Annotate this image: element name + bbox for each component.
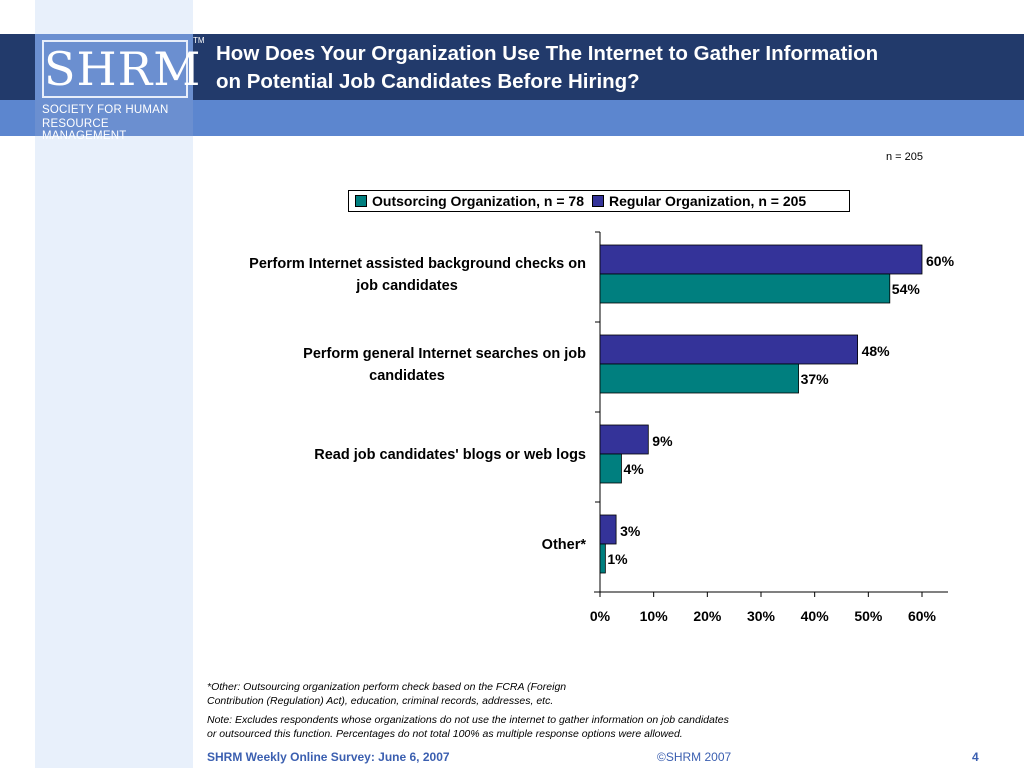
legend-swatch-regular xyxy=(591,195,604,207)
data-label-regular: 48% xyxy=(862,343,891,359)
logo-tagline-1: SOCIETY FOR HUMAN xyxy=(42,104,169,116)
bar-regular xyxy=(599,424,649,455)
category-label: Other* xyxy=(542,537,587,553)
category-label: candidates xyxy=(369,368,445,384)
slide-title-line-1: How Does Your Organization Use The Inter… xyxy=(216,42,879,65)
footnote-note-line-1: Note: Excludes respondents whose organiz… xyxy=(207,714,729,726)
data-label-regular: 9% xyxy=(652,433,673,449)
category-label: Perform Internet assisted background che… xyxy=(249,256,586,272)
bar-regular xyxy=(599,244,923,275)
data-label-outsourcing: 37% xyxy=(801,371,830,387)
x-tick-label: 0% xyxy=(590,608,611,624)
footnote-note: Note: Excludes respondents whose organiz… xyxy=(207,714,827,741)
data-label-regular: 3% xyxy=(620,523,641,539)
bar-outsourcing xyxy=(599,543,606,574)
logo-trademark: TM xyxy=(193,36,205,45)
footnote-other-line-1: *Other: Outsourcing organization perform… xyxy=(207,681,567,693)
legend-item-regular: Regular Organization, n = 205 xyxy=(591,193,807,209)
x-tick-label: 30% xyxy=(747,608,776,624)
bar-regular xyxy=(599,514,617,545)
legend-swatch-outsourcing xyxy=(355,195,367,207)
data-label-regular: 60% xyxy=(926,253,955,269)
data-label-outsourcing: 54% xyxy=(892,281,921,297)
shrm-logo: SHRM TM SOCIETY FOR HUMAN RESOURCE MANAG… xyxy=(35,34,205,142)
slide-title-line-2: on Potential Job Candidates Before Hirin… xyxy=(216,70,640,93)
x-tick-label: 20% xyxy=(693,608,722,624)
legend-label-outsourcing: Outsorcing Organization, n = 78 xyxy=(372,193,584,209)
sample-size-label: n = 205 xyxy=(886,151,924,163)
x-tick-label: 10% xyxy=(640,608,669,624)
x-tick-label: 50% xyxy=(854,608,883,624)
footnote-other: *Other: Outsourcing organization perform… xyxy=(207,681,807,708)
bar-outsourcing xyxy=(599,273,891,304)
legend-item-outsourcing: Outsorcing Organization, n = 78 xyxy=(355,193,584,209)
logo-wordmark: SHRM xyxy=(42,40,202,98)
footnote-other-line-2: Contribution (Regulation) Act), educatio… xyxy=(207,694,554,707)
data-label-outsourcing: 1% xyxy=(607,551,628,567)
category-label: job candidates xyxy=(355,278,458,294)
footnote-note-line-2: or outsourced this function. Percentages… xyxy=(207,727,683,740)
logo-tagline-2: RESOURCE MANAGEMENT xyxy=(42,118,127,142)
footer-survey: SHRM Weekly Online Survey: June 6, 2007 xyxy=(207,750,450,764)
footer-copyright: ©SHRM 2007 xyxy=(657,750,732,764)
bar-regular xyxy=(599,334,859,365)
bar-outsourcing xyxy=(599,453,622,484)
x-tick-label: 40% xyxy=(801,608,830,624)
chart-legend: Outsorcing Organization, n = 78 Regular … xyxy=(348,190,850,212)
bar-outsourcing xyxy=(599,363,799,394)
category-label: Perform general Internet searches on job xyxy=(303,346,586,362)
slide-title: How Does Your Organization Use The Inter… xyxy=(216,40,996,96)
data-label-outsourcing: 4% xyxy=(623,461,644,477)
legend-label-regular: Regular Organization, n = 205 xyxy=(608,193,807,209)
category-label: Read job candidates' blogs or web logs xyxy=(314,447,586,463)
x-tick-label: 60% xyxy=(908,608,937,624)
footer-page-number: 4 xyxy=(972,750,979,764)
